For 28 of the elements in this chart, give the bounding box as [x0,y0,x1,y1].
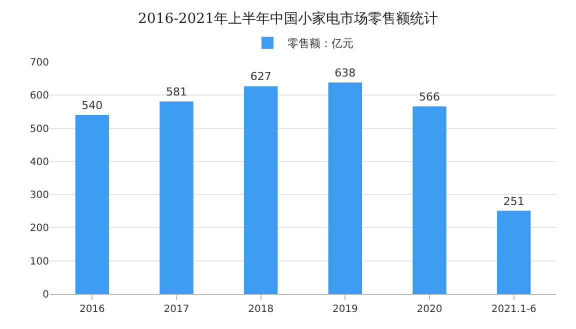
y-tick-label: 100 [30,256,49,268]
bar [75,115,110,294]
y-tick-label: 500 [30,124,49,135]
x-tick-label: 2020 [416,304,442,315]
bar [244,86,278,294]
y-tick-label: 700 [30,58,49,68]
bar [496,210,531,294]
y-tick-label: 600 [30,90,49,102]
data-label: 638 [334,66,356,80]
x-tick-label: 2018 [248,304,274,315]
x-tick-label: 2021.1-6 [491,304,536,315]
data-label: 566 [419,90,440,104]
data-label: 251 [503,194,524,208]
bar [328,82,362,294]
data-label: 581 [166,85,187,98]
bar [160,101,194,294]
x-tick-label: 2016 [79,304,105,315]
data-label: 627 [250,70,272,84]
y-tick-label: 400 [30,156,49,168]
chart-title: 2016-2021年上半年中国小家电市场零售额统计 [138,10,438,27]
y-tick-label: 300 [30,190,49,202]
y-tick-label: 0 [42,290,49,300]
bar [412,106,446,294]
x-tick-label: 2017 [164,304,190,315]
data-label: 540 [82,99,103,112]
legend-label: 零售额：亿元 [288,37,354,50]
y-tick-label: 200 [30,223,49,234]
x-tick-label: 2019 [332,304,358,315]
